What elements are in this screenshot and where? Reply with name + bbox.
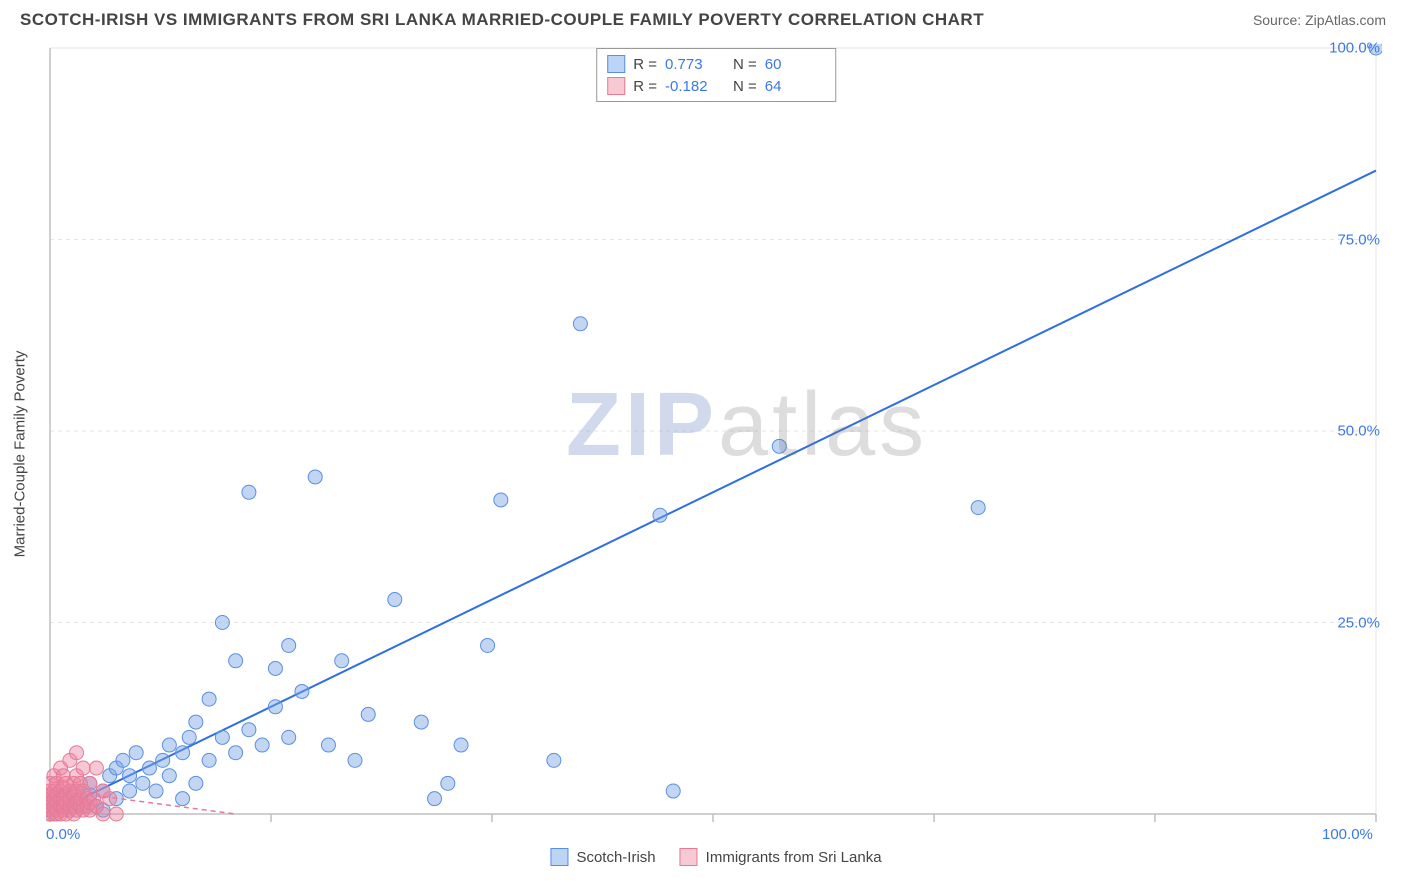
- series-legend: Scotch-Irish Immigrants from Sri Lanka: [550, 848, 881, 866]
- r-label: R =: [633, 56, 657, 73]
- chart-title: SCOTCH-IRISH VS IMMIGRANTS FROM SRI LANK…: [20, 10, 984, 30]
- y-tick-label: 25.0%: [1337, 614, 1380, 631]
- x-max-label: 100.0%: [1322, 826, 1373, 843]
- y-tick-label: 50.0%: [1337, 423, 1380, 440]
- legend-stat-row: R = 0.773 N = 60: [607, 53, 825, 75]
- y-tick-label: 100.0%: [1329, 40, 1380, 57]
- legend-item: Immigrants from Sri Lanka: [680, 848, 882, 866]
- chart-area: Married-Couple Family Poverty ZIPatlas R…: [46, 44, 1386, 864]
- n-label: N =: [733, 78, 757, 95]
- correlation-legend: R = 0.773 N = 60 R = -0.182 N = 64: [596, 48, 836, 102]
- legend-swatch: [550, 848, 568, 866]
- legend-label: Scotch-Irish: [576, 849, 655, 866]
- y-tick-label: 75.0%: [1337, 231, 1380, 248]
- legend-stat-row: R = -0.182 N = 64: [607, 75, 825, 97]
- y-axis-label: Married-Couple Family Poverty: [12, 351, 29, 558]
- r-label: R =: [633, 78, 657, 95]
- r-value: 0.773: [665, 56, 725, 73]
- legend-swatch: [680, 848, 698, 866]
- source-attribution: Source: ZipAtlas.com: [1253, 12, 1386, 28]
- r-value: -0.182: [665, 78, 725, 95]
- legend-swatch: [607, 55, 625, 73]
- n-value: 64: [765, 78, 825, 95]
- n-value: 60: [765, 56, 825, 73]
- n-label: N =: [733, 56, 757, 73]
- legend-item: Scotch-Irish: [550, 848, 655, 866]
- scatter-plot: [46, 44, 1382, 832]
- x-origin-label: 0.0%: [46, 826, 80, 843]
- legend-label: Immigrants from Sri Lanka: [706, 849, 882, 866]
- legend-swatch: [607, 77, 625, 95]
